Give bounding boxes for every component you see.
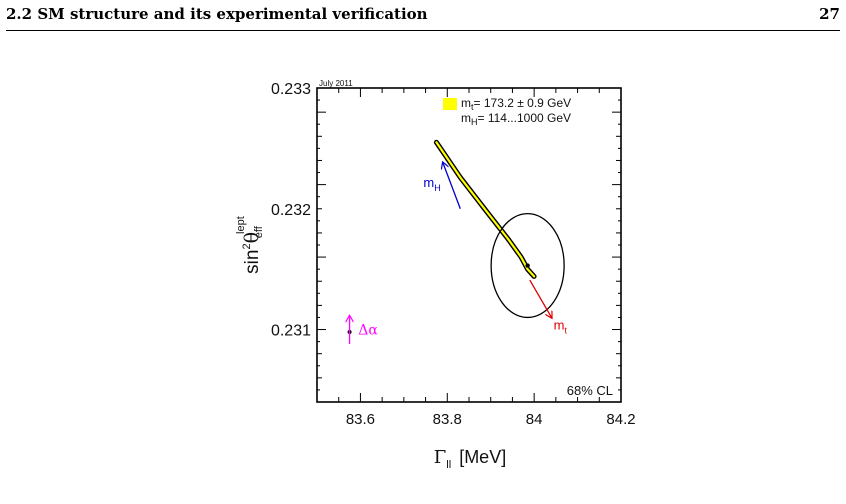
x-axis-title: Γll [MeV] (434, 447, 506, 471)
x-tick-label: 83.6 (346, 411, 375, 428)
legend-swatch (443, 98, 457, 110)
page-number: 27 (819, 5, 840, 23)
x-tick-label: 84.2 (606, 411, 635, 428)
mh-arrow (443, 163, 461, 209)
legend-line-mt: mt= 173.2 ± 0.9 GeV (461, 96, 571, 112)
mh-arrow-label: mH (423, 175, 440, 193)
x-tick-label: 83.8 (433, 411, 462, 428)
measurement-point (525, 263, 530, 268)
y-axis-title: sin2θlept eff (235, 216, 265, 274)
x-tick-labels: 83.6 83.8 84 84.2 (346, 411, 636, 428)
mt-arrow (529, 279, 552, 317)
x-tick-label: 84 (526, 411, 543, 428)
measurement-ellipse (490, 212, 565, 319)
axis-ticks (316, 87, 622, 403)
page-header: 2.2 SM structure and its experimental ve… (6, 0, 840, 31)
section-title: 2.2 SM structure and its experimental ve… (6, 5, 428, 23)
y-tick-labels: 0.233 0.232 0.231 (271, 81, 311, 340)
cl-label: 68% CL (567, 383, 613, 398)
legend-line-mh: mH= 114...1000 GeV (461, 111, 571, 127)
mt-arrow-label: mt (554, 318, 568, 336)
date-label: July 2011 (319, 79, 353, 88)
y-tick-label: 0.233 (271, 81, 311, 98)
plot-frame (316, 87, 622, 403)
sm-band-fill (435, 141, 536, 278)
y-tick-label: 0.231 (271, 323, 311, 340)
delta-alpha-label: Δα (358, 322, 378, 338)
y-tick-label: 0.232 (271, 202, 311, 219)
